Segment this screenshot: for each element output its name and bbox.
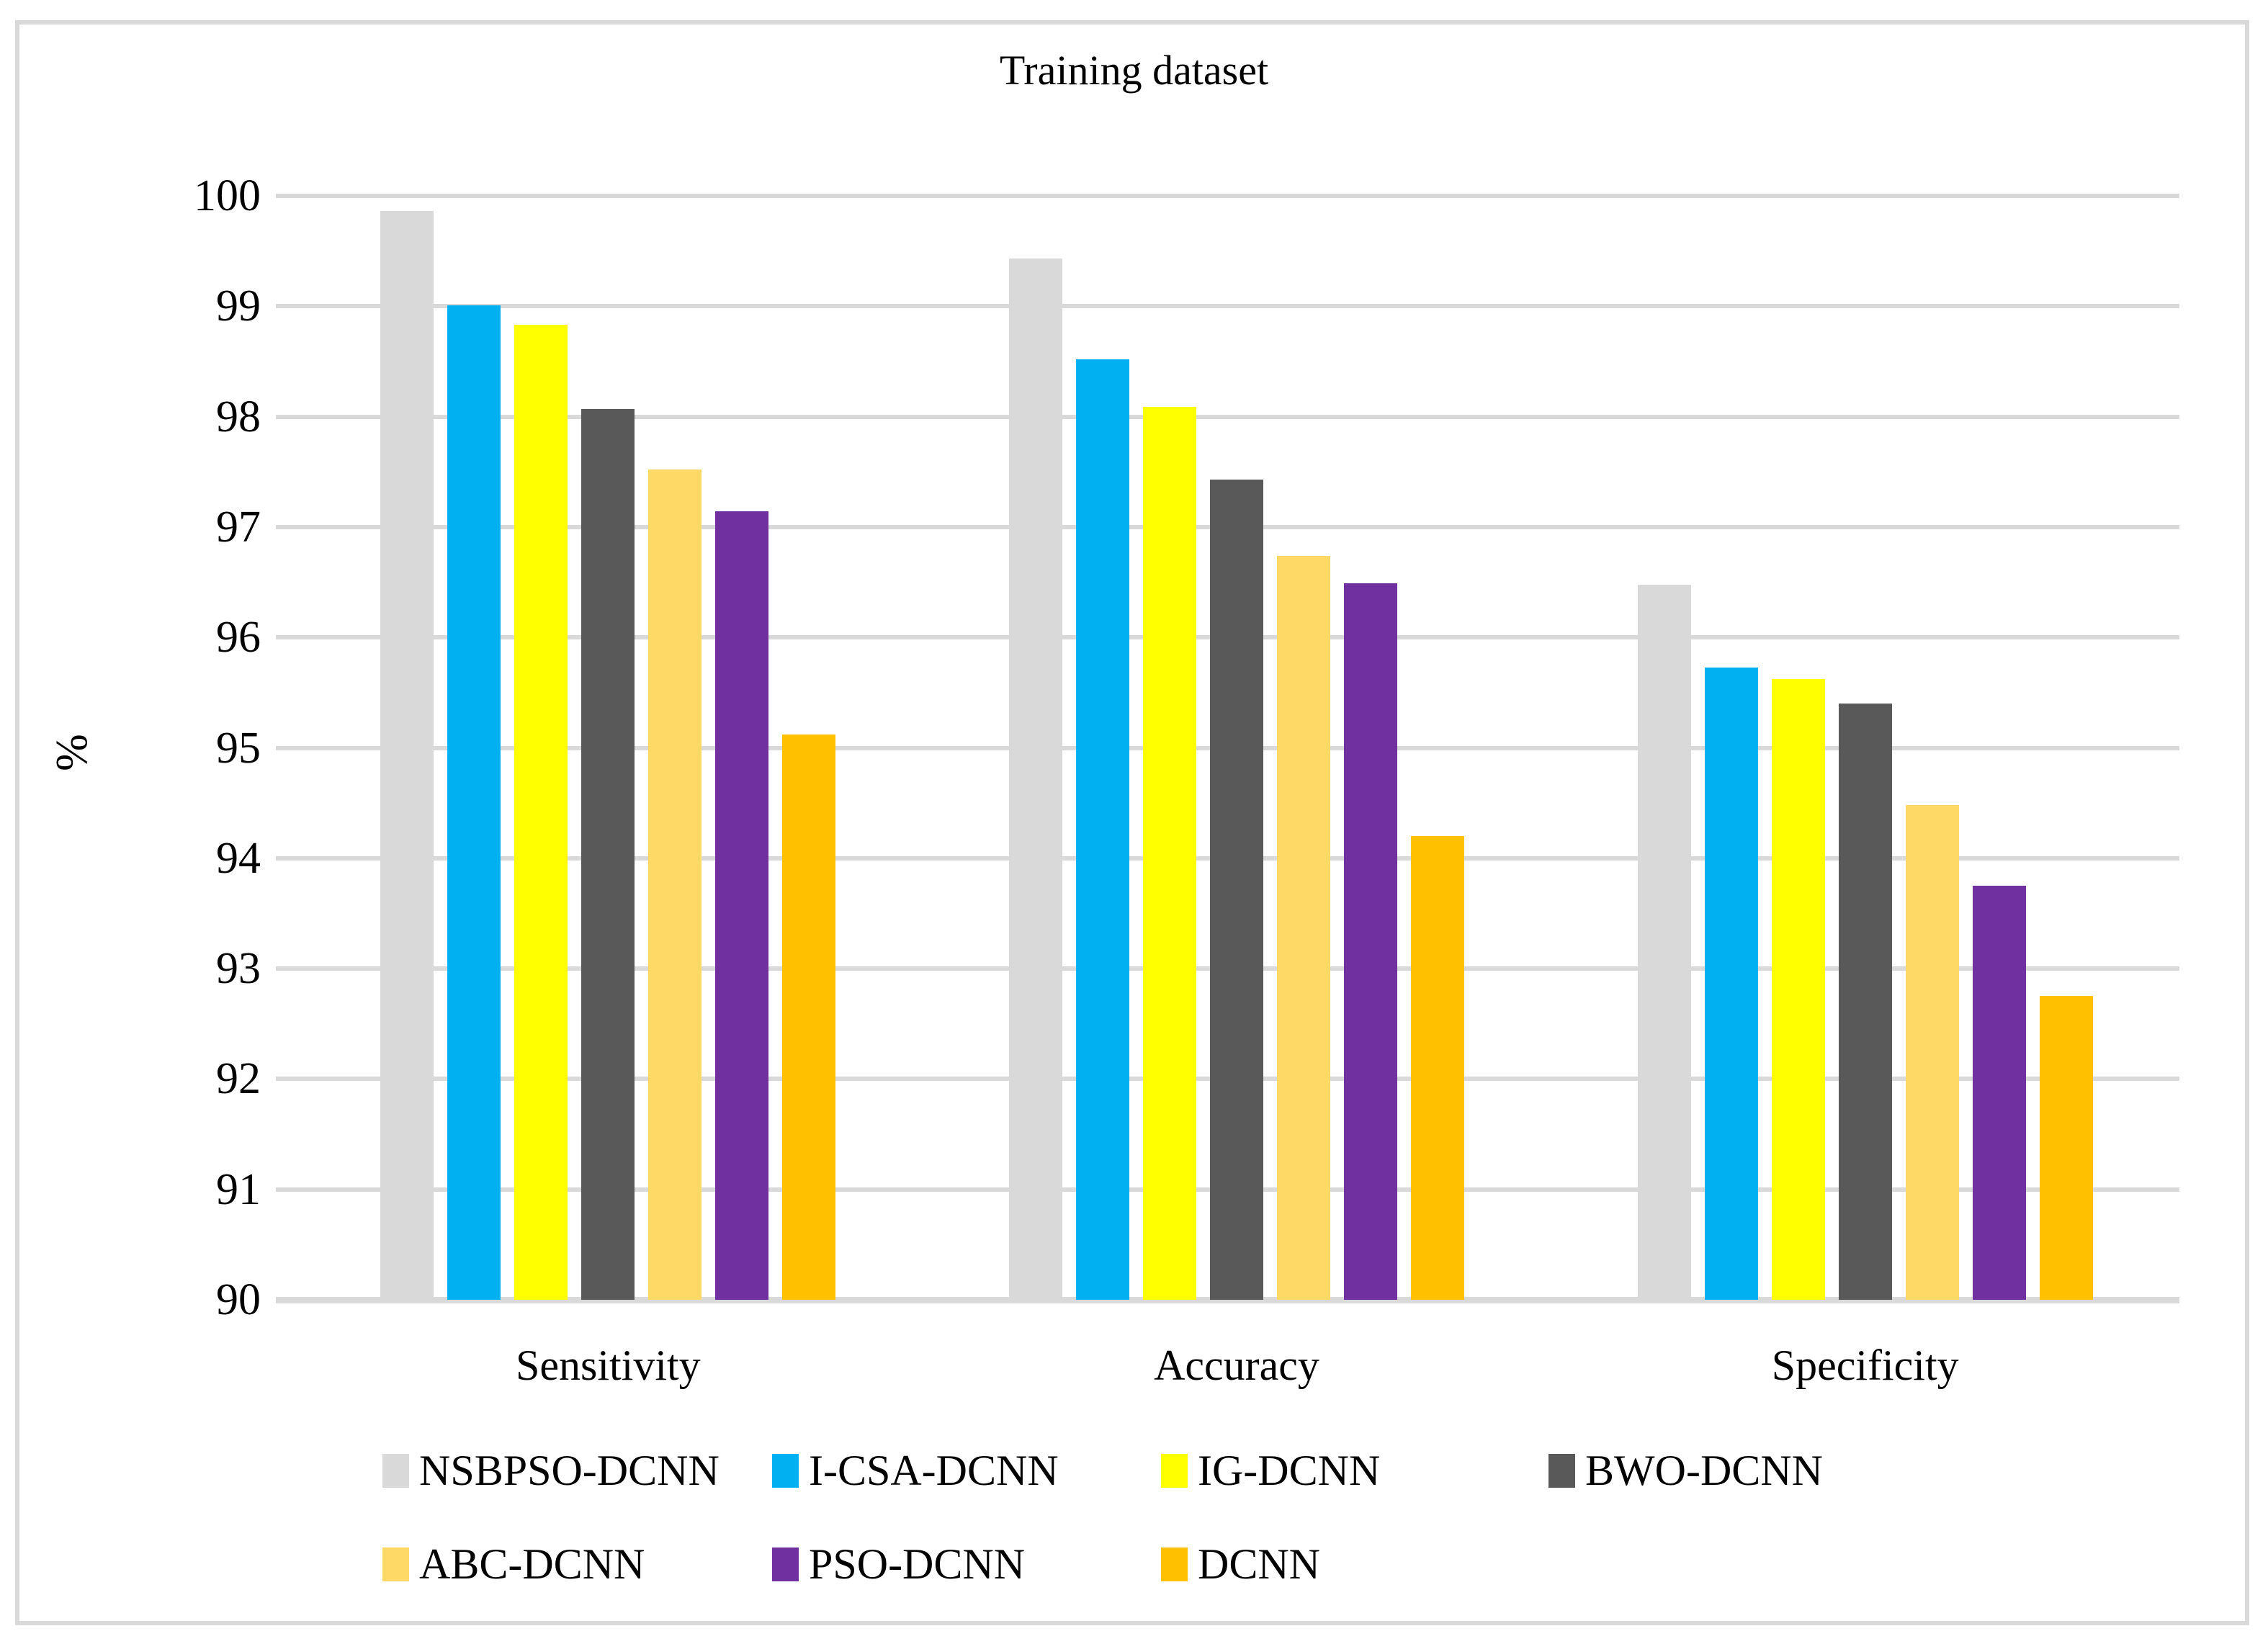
y-tick-97 <box>276 524 294 529</box>
bar-abc-dcnn-sensitivity <box>648 470 702 1300</box>
x-axis-category-labels: Sensitivity Accuracy Specificity <box>294 1338 2179 1393</box>
legend-swatch-icon <box>772 1453 799 1488</box>
legend-item-abc-dcnn: ABC-DCNN <box>382 1537 645 1591</box>
y-tick-93 <box>276 966 294 971</box>
legend-swatch-icon <box>382 1453 409 1488</box>
legend-label: BWO-DCNN <box>1585 1447 1823 1494</box>
category-label-sensitivity: Sensitivity <box>515 1342 701 1389</box>
legend-swatch-icon <box>382 1547 409 1581</box>
y-tick-96 <box>276 635 294 640</box>
bar-group-specificity <box>1551 196 2179 1300</box>
legend-swatch-icon <box>1161 1453 1188 1488</box>
y-tick-label-93: 93 <box>216 944 261 994</box>
legend-item-bwo-dcnn: BWO-DCNN <box>1548 1443 1823 1498</box>
bar-dcnn-specificity <box>2039 996 2093 1300</box>
bar-ig-dcnn-sensitivity <box>514 325 568 1300</box>
y-tick-label-96: 96 <box>216 613 261 662</box>
y-tick-label-98: 98 <box>216 392 261 441</box>
legend-label: DCNN <box>1198 1540 1321 1588</box>
bar-pso-dcnn-accuracy <box>1343 583 1397 1300</box>
bar-ig-dcnn-specificity <box>1771 679 1825 1300</box>
legend-swatch-icon <box>772 1547 799 1581</box>
y-tick-100 <box>276 194 294 198</box>
legend-item-dcnn: DCNN <box>1161 1537 1320 1591</box>
y-tick-91 <box>276 1187 294 1192</box>
y-tick-label-99: 99 <box>216 282 261 331</box>
y-tick-label-95: 95 <box>216 723 261 773</box>
bar-nsbpso-dcnn-sensitivity <box>380 211 434 1300</box>
legend-swatch-icon <box>1161 1547 1188 1581</box>
y-tick-98 <box>276 414 294 419</box>
y-tick-99 <box>276 304 294 309</box>
legend-item-pso-dcnn: PSO-DCNN <box>772 1537 1025 1591</box>
gridline-99 <box>294 304 2179 309</box>
bar-nsbpso-dcnn-accuracy <box>1008 259 1062 1300</box>
legend-label: I-CSA-DCNN <box>809 1447 1059 1494</box>
y-tick-label-92: 92 <box>216 1054 261 1104</box>
bar-group-accuracy <box>923 196 1551 1300</box>
y-axis-tick-labels: 90 91 92 93 94 95 96 97 98 99 100 <box>0 171 261 1324</box>
legend-swatch-icon <box>1548 1453 1575 1488</box>
gridline-90 <box>276 1297 2179 1303</box>
legend-label: ABC-DCNN <box>419 1540 645 1588</box>
y-tick-label-97: 97 <box>216 502 261 552</box>
y-tick-label-91: 91 <box>216 1164 261 1214</box>
bar-abc-dcnn-accuracy <box>1276 555 1330 1300</box>
legend-item-i-csa-dcnn: I-CSA-DCNN <box>772 1443 1059 1498</box>
bar-bwo-dcnn-sensitivity <box>581 408 635 1300</box>
bar-i-csa-dcnn-accuracy <box>1075 359 1129 1300</box>
legend-item-nsbpso-dcnn: NSBPSO-DCNN <box>382 1443 720 1498</box>
bar-nsbpso-dcnn-specificity <box>1637 584 1691 1300</box>
bar-bwo-dcnn-accuracy <box>1209 479 1263 1300</box>
y-tick-label-94: 94 <box>216 833 261 883</box>
legend-item-ig-dcnn: IG-DCNN <box>1161 1443 1380 1498</box>
gridline-98 <box>294 414 2179 419</box>
bar-i-csa-dcnn-sensitivity <box>447 305 501 1300</box>
bar-abc-dcnn-specificity <box>1905 805 1959 1300</box>
bar-dcnn-accuracy <box>1410 836 1464 1300</box>
legend-label: NSBPSO-DCNN <box>419 1447 720 1494</box>
chart-title: Training dataset <box>999 47 1269 94</box>
bar-ig-dcnn-accuracy <box>1142 406 1196 1300</box>
category-label-accuracy: Accuracy <box>1154 1342 1319 1389</box>
bar-pso-dcnn-sensitivity <box>715 511 769 1300</box>
legend-label: IG-DCNN <box>1198 1447 1381 1494</box>
y-tick-label-90: 90 <box>216 1275 261 1324</box>
bar-dcnn-sensitivity <box>782 735 836 1300</box>
y-tick-92 <box>276 1077 294 1082</box>
bar-bwo-dcnn-specificity <box>1838 704 1892 1300</box>
bar-i-csa-dcnn-specificity <box>1704 667 1758 1300</box>
y-tick-94 <box>276 855 294 861</box>
bar-pso-dcnn-specificity <box>1972 886 2026 1300</box>
category-label-specificity: Specificity <box>1771 1342 1959 1389</box>
plot-area <box>276 194 2179 1303</box>
bar-group-sensitivity <box>294 196 923 1300</box>
gridline-100 <box>294 194 2179 198</box>
y-tick-95 <box>276 745 294 750</box>
y-tick-label-100: 100 <box>194 171 261 220</box>
legend-label: PSO-DCNN <box>809 1540 1026 1588</box>
